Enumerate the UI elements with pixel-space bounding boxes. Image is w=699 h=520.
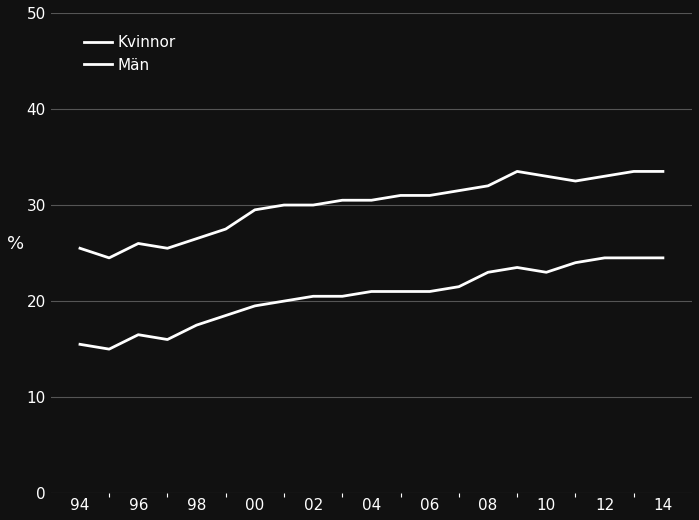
Män <box>658 255 667 261</box>
Män <box>251 303 259 309</box>
Kvinnor <box>426 192 434 199</box>
Kvinnor <box>513 168 521 175</box>
Kvinnor <box>542 173 551 179</box>
Män <box>164 336 172 343</box>
Kvinnor <box>75 245 84 251</box>
Män <box>630 255 638 261</box>
Kvinnor <box>192 236 201 242</box>
Kvinnor <box>309 202 317 208</box>
Män <box>571 259 579 266</box>
Män <box>105 346 113 352</box>
Män <box>513 264 521 270</box>
Kvinnor <box>484 183 492 189</box>
Kvinnor <box>367 197 375 203</box>
Män <box>338 293 347 300</box>
Kvinnor <box>600 173 609 179</box>
Män <box>484 269 492 276</box>
Kvinnor <box>658 168 667 175</box>
Line: Kvinnor: Kvinnor <box>80 172 663 258</box>
Kvinnor <box>571 178 579 184</box>
Kvinnor <box>454 188 463 194</box>
Män <box>426 289 434 295</box>
Män <box>134 332 143 338</box>
Män <box>600 255 609 261</box>
Män <box>367 289 375 295</box>
Kvinnor <box>338 197 347 203</box>
Kvinnor <box>396 192 405 199</box>
Kvinnor <box>222 226 230 232</box>
Kvinnor <box>251 207 259 213</box>
Män <box>222 313 230 319</box>
Y-axis label: %: % <box>7 235 24 253</box>
Män <box>192 322 201 328</box>
Män <box>454 283 463 290</box>
Kvinnor <box>105 255 113 261</box>
Män <box>309 293 317 300</box>
Kvinnor <box>164 245 172 251</box>
Kvinnor <box>280 202 288 208</box>
Män <box>542 269 551 276</box>
Män <box>396 289 405 295</box>
Line: Män: Män <box>80 258 663 349</box>
Kvinnor <box>134 240 143 246</box>
Legend: Kvinnor, Män: Kvinnor, Män <box>76 28 184 80</box>
Män <box>75 341 84 347</box>
Män <box>280 298 288 304</box>
Kvinnor <box>630 168 638 175</box>
